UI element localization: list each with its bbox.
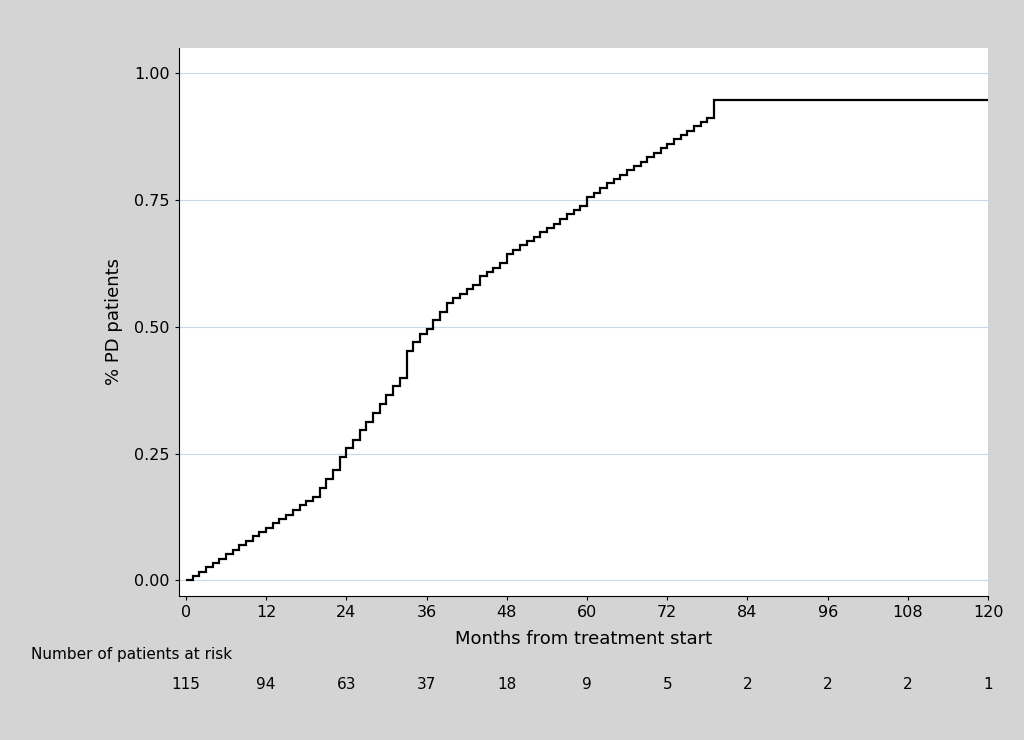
Text: 2: 2 xyxy=(823,677,833,692)
Text: Number of patients at risk: Number of patients at risk xyxy=(31,648,231,662)
Y-axis label: % PD patients: % PD patients xyxy=(104,258,123,386)
Text: 63: 63 xyxy=(337,677,356,692)
X-axis label: Months from treatment start: Months from treatment start xyxy=(455,630,713,648)
Text: 2: 2 xyxy=(903,677,912,692)
Text: 5: 5 xyxy=(663,677,672,692)
Text: 18: 18 xyxy=(498,677,516,692)
Text: 2: 2 xyxy=(742,677,753,692)
Text: 94: 94 xyxy=(256,677,275,692)
Text: 115: 115 xyxy=(171,677,201,692)
Text: 37: 37 xyxy=(417,677,436,692)
Text: 9: 9 xyxy=(583,677,592,692)
Text: 1: 1 xyxy=(983,677,993,692)
